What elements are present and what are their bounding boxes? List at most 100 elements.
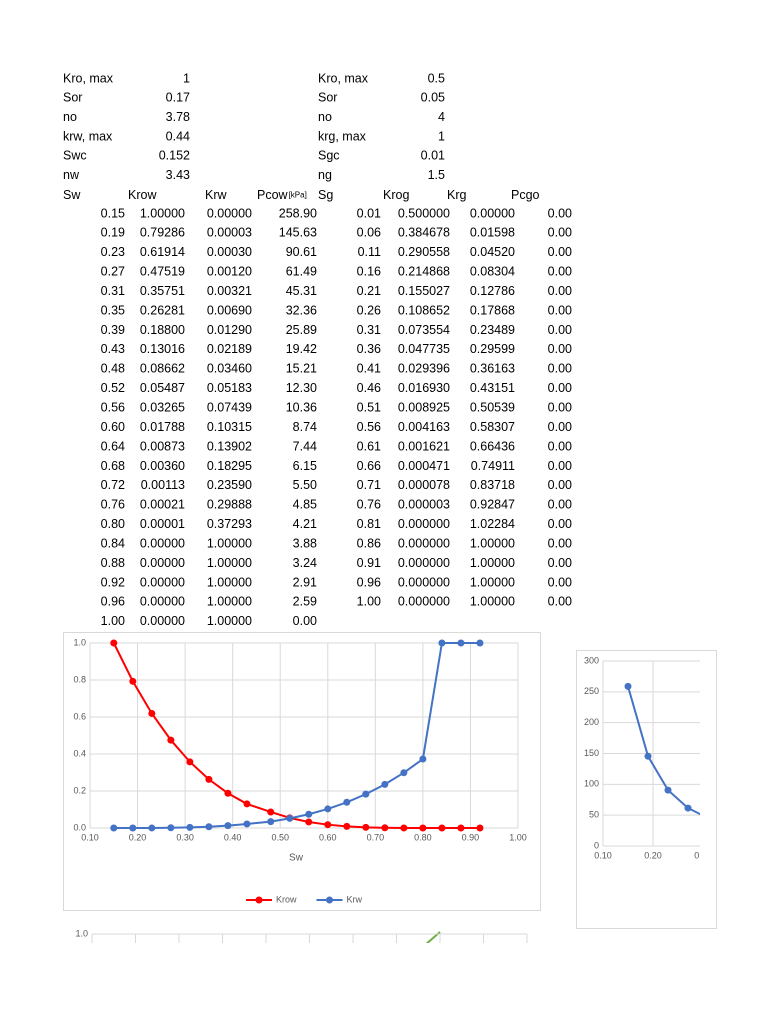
legend-label: Krow — [276, 894, 297, 904]
unit-label: [kPa] — [289, 191, 307, 200]
param-value: 0.5 — [428, 71, 445, 85]
column-header: Krg — [447, 188, 467, 202]
param-value: 3.78 — [166, 110, 190, 124]
data-point — [305, 818, 313, 826]
cell: 0.10315 — [207, 420, 252, 434]
data-point — [205, 775, 213, 783]
cell: 0.83718 — [470, 478, 515, 492]
cell: 1.00 — [357, 595, 381, 609]
cell: 0.68 — [101, 459, 125, 473]
x-tick-label: 1.00 — [509, 832, 527, 842]
x-tick-label: 0.10 — [594, 850, 612, 860]
cell: 0.00 — [548, 381, 572, 395]
y-tick-label: 0.0 — [73, 822, 86, 832]
cell: 0.00 — [548, 556, 572, 570]
cell: 0.31 — [357, 323, 381, 337]
x-tick-label: 0.50 — [271, 832, 289, 842]
cell: 10.36 — [286, 400, 317, 414]
cell: 0.39 — [101, 323, 125, 337]
cell: 0.66436 — [470, 439, 515, 453]
cell: 0.004163 — [398, 420, 450, 434]
y-tick-label: 0 — [594, 840, 599, 850]
cell: 0.00 — [548, 342, 572, 356]
data-point — [400, 824, 408, 832]
cell: 1.00000 — [470, 536, 515, 550]
param-label: Kro, max — [318, 71, 369, 85]
cell: 0.00360 — [140, 459, 185, 473]
data-point — [419, 755, 427, 763]
cell: 0.01290 — [207, 323, 252, 337]
param-label: Swc — [63, 149, 87, 163]
cell: 5.50 — [293, 478, 317, 492]
cell: 0.60 — [101, 420, 125, 434]
data-point — [343, 798, 351, 806]
param-label: ng — [318, 168, 332, 182]
column-header: Sw — [63, 188, 81, 202]
data-point — [186, 758, 194, 766]
cell: 0.92 — [101, 575, 125, 589]
data-point — [267, 818, 275, 826]
cell: 4.21 — [293, 517, 317, 531]
cell: 0.21 — [357, 284, 381, 298]
cell: 0.03265 — [140, 400, 185, 414]
chart: 0 50 100 150 200 250 300 0.10 0.20 0.30 — [584, 655, 700, 860]
cell: 0.91 — [357, 556, 381, 570]
cell: 90.61 — [286, 245, 317, 259]
cell: 0.00 — [548, 575, 572, 589]
y-tick-label: 200 — [584, 717, 599, 727]
param-value: 0.05 — [421, 91, 445, 105]
cell: 0.00001 — [140, 517, 185, 531]
y-tick-label: 0.4 — [73, 748, 86, 758]
data-point — [362, 823, 370, 831]
cell: 1.00000 — [140, 206, 185, 220]
cell: 1.00000 — [207, 556, 252, 570]
cell: 0.155027 — [398, 284, 450, 298]
y-tick-label: 300 — [584, 655, 599, 665]
param-label: krw, max — [63, 129, 113, 143]
cell: 0.04520 — [470, 245, 515, 259]
chart: 0.0 0.2 0.4 0.6 0.8 1.0 0.10 0.20 0.30 0.40 0.50 0.… — [73, 637, 526, 904]
param-label: Kro, max — [63, 71, 114, 85]
data-point — [305, 810, 313, 818]
cell: 1.00000 — [470, 575, 515, 589]
cell: 0.71 — [357, 478, 381, 492]
x-tick-label: 0.90 — [462, 832, 480, 842]
data-point — [324, 821, 332, 829]
data-point — [224, 789, 232, 797]
cell: 0.43 — [101, 342, 125, 356]
param-label: no — [318, 110, 332, 124]
cell: 1.00000 — [207, 536, 252, 550]
data-point — [267, 808, 275, 816]
cell: 0.03460 — [207, 362, 252, 376]
x-tick-label: 0.40 — [224, 832, 242, 842]
cell: 0.72 — [101, 478, 125, 492]
cell: 0.000000 — [398, 556, 450, 570]
cell: 0.01598 — [470, 226, 515, 240]
cell: 0.96 — [101, 595, 125, 609]
chart: 1.0 — [75, 928, 528, 943]
cell: 0.19 — [101, 226, 125, 240]
cell: 0.35751 — [140, 284, 185, 298]
cell: 0.00873 — [140, 439, 185, 453]
cell: 1.00000 — [470, 595, 515, 609]
cell: 1.02284 — [470, 517, 515, 531]
cell: 7.44 — [293, 439, 317, 453]
param-value: 1 — [438, 129, 445, 143]
x-axis-label: Sw — [289, 853, 304, 864]
data-point — [205, 823, 213, 831]
cell: 0.41 — [357, 362, 381, 376]
data-point — [324, 805, 332, 813]
cell: 0.00 — [548, 400, 572, 414]
param-label: krg, max — [318, 129, 367, 143]
x-tick-label: 0.80 — [414, 832, 432, 842]
cell: 2.59 — [293, 595, 317, 609]
param-value: 0.17 — [166, 91, 190, 105]
cell: 0.00 — [548, 245, 572, 259]
cell: 0.05487 — [140, 381, 185, 395]
cell: 0.00 — [548, 498, 572, 512]
data-point — [167, 736, 175, 744]
y-tick-label: 0.8 — [73, 674, 86, 684]
cell: 0.073554 — [398, 323, 450, 337]
param-value: 0.152 — [159, 149, 190, 163]
